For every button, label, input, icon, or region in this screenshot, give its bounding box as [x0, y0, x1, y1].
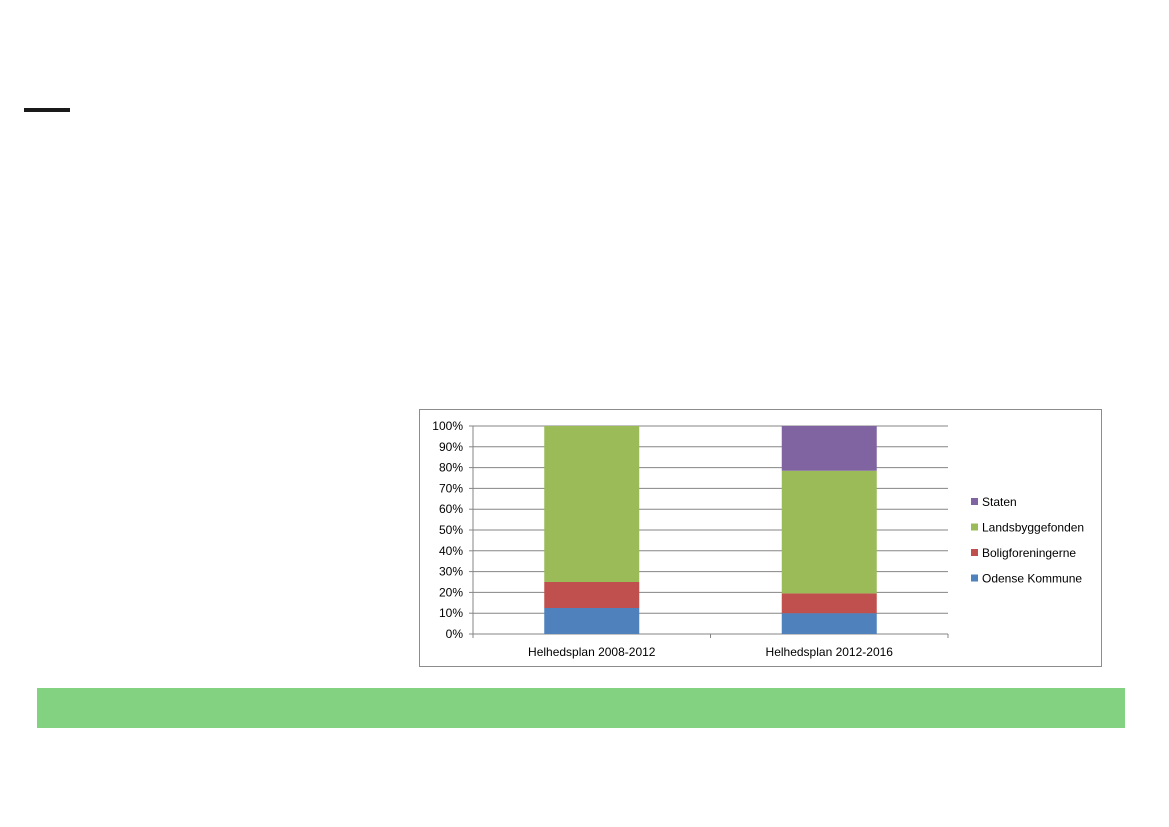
bar-segment	[781, 613, 877, 634]
legend-label: Odense Kommune	[982, 572, 1082, 586]
y-tick-label: 0%	[446, 627, 464, 641]
y-tick-label: 30%	[439, 565, 463, 579]
y-tick-label: 20%	[439, 585, 463, 599]
bar-segment	[781, 426, 877, 471]
stacked-bar-chart: 0% 10% 20% 30% 40% 50% 60% 70% 80% 90% 100% Helheds…	[419, 409, 1102, 667]
bar-segment	[781, 593, 877, 614]
bottom-banner	[37, 688, 1125, 728]
x-tick-label: Helhedsplan 2012-2016	[766, 645, 894, 659]
y-tick-label: 90%	[439, 440, 463, 454]
legend-label: Landsbyggefonden	[982, 521, 1084, 535]
chart-svg: 0% 10% 20% 30% 40% 50% 60% 70% 80% 90% 100% Helheds…	[432, 419, 1084, 659]
legend-swatch	[971, 523, 978, 531]
legend-label: Staten	[982, 495, 1017, 509]
title-accent-line	[24, 108, 70, 112]
legend-swatch	[971, 498, 978, 505]
y-tick-label: 40%	[439, 544, 463, 558]
legend-swatch	[971, 549, 978, 556]
legend-swatch	[971, 574, 978, 582]
legend-label: Boligforeningerne	[982, 546, 1076, 560]
x-tick-label: Helhedsplan 2008-2012	[528, 645, 656, 659]
bar-segment	[544, 426, 640, 582]
bar-segment	[544, 608, 640, 634]
y-tick-label: 60%	[439, 502, 463, 516]
y-tick-label: 10%	[439, 606, 463, 620]
y-tick-label: 70%	[439, 481, 463, 495]
bar-segment	[781, 470, 877, 594]
bar-segment	[544, 582, 640, 608]
y-tick-label: 80%	[439, 461, 463, 475]
y-tick-label: 100%	[432, 419, 463, 433]
y-tick-label: 50%	[439, 523, 463, 537]
